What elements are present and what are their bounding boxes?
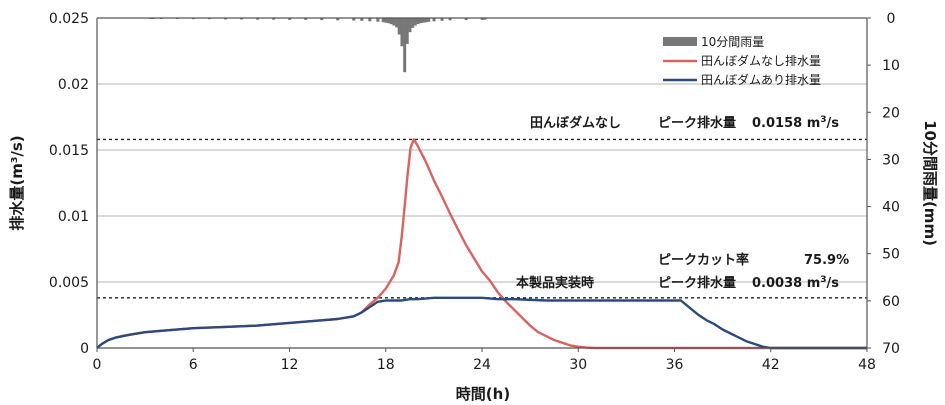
y2-tick-label: 30	[882, 152, 900, 168]
y2-tick-label: 10	[882, 58, 900, 74]
ann-without-label: 田んぼダムなし	[530, 115, 621, 131]
rain-bar	[421, 18, 425, 23]
rain-bar	[395, 18, 399, 28]
ann-cut-value: 75.9%	[804, 253, 849, 268]
y2-tick-label: 20	[882, 105, 900, 121]
x-tick-label: 6	[189, 357, 198, 373]
ann-without-peak-value: 0.0158 m3/s	[752, 115, 839, 131]
line-with-dam	[96, 296, 867, 350]
rain-bar	[288, 18, 292, 20]
legend-rain-label: 10分間雨量	[701, 35, 764, 49]
rain-bar	[483, 18, 487, 20]
x-tick-label: 36	[666, 357, 684, 373]
ann-without-peak-label: ピーク排水量	[658, 115, 736, 131]
x-tick-label: 24	[473, 357, 491, 373]
rain-bar	[336, 18, 340, 21]
y2-axis-title: 10分間雨量(mm)	[921, 120, 939, 246]
y-tick-label: 0.005	[49, 275, 89, 291]
rain-bar	[376, 18, 380, 22]
ann-with-peak-value: 0.0038 m3/s	[752, 275, 839, 291]
rain-bar	[403, 18, 407, 73]
x-tick-label: 18	[377, 357, 395, 373]
rain-bar	[405, 18, 409, 44]
rain-bar	[464, 18, 468, 21]
ann-cut-label: ピークカット率	[658, 252, 749, 268]
rain-bar	[392, 18, 396, 26]
legend: 10分間雨量 田んぼダムなし排水量 田んぼダムあり排水量	[663, 35, 821, 87]
y-tick-label: 0.02	[58, 77, 89, 93]
x-tick-label: 48	[858, 357, 876, 373]
rain-bar	[440, 18, 444, 21]
y2-tick-label: 50	[882, 247, 900, 263]
y2-tick-label: 70	[882, 341, 900, 357]
rain-bar	[427, 18, 431, 22]
legend-without-label: 田んぼダムなし排水量	[701, 53, 821, 68]
y2-tick-label: 40	[882, 200, 900, 216]
x-tick-label: 30	[569, 357, 587, 373]
rain-bar	[424, 18, 428, 23]
rain-bar	[360, 18, 364, 21]
legend-with-label: 田んぼダムあり排水量	[701, 72, 821, 87]
rain-bar	[419, 18, 423, 24]
rain-bar	[389, 18, 393, 25]
annotation-peak-cut: ピークカット率 75.9%	[658, 252, 849, 268]
axes	[96, 17, 871, 352]
rain-bar	[240, 18, 244, 20]
y2-tick-label: 60	[882, 294, 900, 310]
line-without-dam	[96, 138, 867, 350]
x-axis-title: 時間(h)	[456, 385, 510, 403]
y-tick-label: 0	[80, 341, 89, 357]
rain-bars	[149, 18, 487, 73]
y-tick-label: 0.015	[49, 143, 89, 159]
rain-bar	[352, 18, 356, 21]
y2-tick-label: 0	[887, 11, 896, 27]
ann-with-peak-label: ピーク排水量	[658, 275, 736, 291]
rain-bar	[408, 18, 412, 33]
rain-bar	[387, 18, 391, 24]
rain-bar	[320, 18, 324, 21]
rain-bar	[416, 18, 420, 25]
series-lines	[96, 138, 867, 350]
rain-bar	[413, 18, 417, 26]
x-tick-label: 42	[762, 357, 780, 373]
reference-lines	[97, 138, 867, 299]
y-tick-label: 0.025	[49, 11, 89, 27]
rain-bar	[384, 18, 388, 23]
rain-bar	[272, 18, 276, 20]
x-tick-label: 0	[93, 357, 102, 373]
rain-bar	[400, 18, 404, 47]
annotation-with-dam: 本製品実装時 ピーク排水量 0.0038 m3/s	[516, 275, 839, 291]
rain-bar	[256, 18, 260, 20]
legend-rain-swatch	[663, 37, 697, 46]
rain-bar	[432, 18, 436, 22]
ann-with-label: 本製品実装時	[516, 275, 594, 291]
annotation-without-dam: 田んぼダムなし ピーク排水量 0.0158 m3/s	[530, 115, 839, 131]
rain-bar	[480, 18, 484, 20]
rain-bar	[223, 18, 227, 20]
x-tick-label: 12	[281, 357, 299, 373]
rain-bar	[304, 18, 308, 20]
rain-bar	[397, 18, 401, 35]
rain-bar	[448, 18, 452, 21]
y-tick-label: 0.01	[58, 209, 89, 225]
rain-bar	[411, 18, 415, 28]
y-axis-title: 排水量(m³/s)	[8, 135, 26, 230]
rain-bar	[381, 18, 385, 23]
rain-bar	[368, 18, 372, 22]
